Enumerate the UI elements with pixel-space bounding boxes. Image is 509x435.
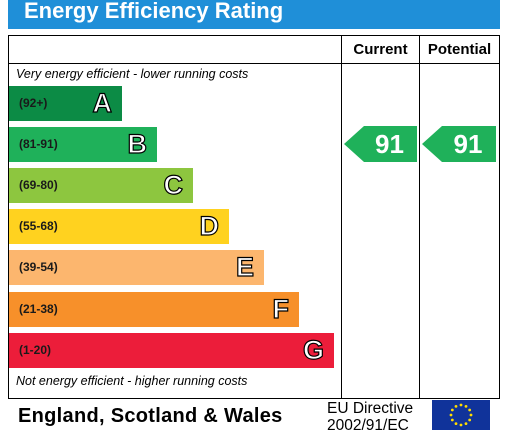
eu-star-icon xyxy=(464,404,468,408)
title-bar: Energy Efficiency Rating xyxy=(8,0,500,29)
rating-band-d: (55-68) D xyxy=(9,209,229,244)
eu-stars-icon xyxy=(449,403,473,427)
rating-table xyxy=(8,35,500,399)
header-divider xyxy=(8,63,500,64)
band-range-label: (1-20) xyxy=(19,343,52,357)
band-range-label: (21-38) xyxy=(19,302,58,316)
eu-star-icon xyxy=(468,418,472,422)
band-letter-label: E xyxy=(235,251,254,282)
directive-line1: EU Directive xyxy=(327,400,414,417)
rating-band-b: (81-91) B xyxy=(9,127,157,162)
current-column-header: Current xyxy=(353,41,408,58)
column-divider-potential xyxy=(419,35,420,399)
footer-country: England, Scotland & Wales xyxy=(18,405,283,427)
eu-star-icon xyxy=(454,422,458,426)
current-rating-value: 91 xyxy=(375,129,404,159)
rating-band-a: (92+) A xyxy=(9,86,122,121)
top-note: Very energy efficient - lower running co… xyxy=(16,67,249,81)
band-letter-label: A xyxy=(92,87,113,118)
footer-directive: EU Directive 2002/91/EC xyxy=(327,400,431,434)
column-divider-current xyxy=(341,35,342,399)
potential-rating-value: 91 xyxy=(453,129,483,159)
rating-band-c: (69-80) C xyxy=(9,168,193,203)
eu-star-icon xyxy=(468,408,472,412)
potential-column-header: Potential xyxy=(427,41,492,58)
rating-band-e: (39-54) E xyxy=(9,250,264,285)
eu-star-icon xyxy=(464,422,468,426)
band-letter-label: C xyxy=(163,169,184,200)
band-range-label: (69-80) xyxy=(19,178,58,192)
band-range-label: (55-68) xyxy=(19,219,58,233)
rating-band-f: (21-38) F xyxy=(9,292,299,327)
eu-star-icon xyxy=(469,413,473,417)
band-letter-label: D xyxy=(199,210,220,241)
eu-star-icon xyxy=(454,404,458,408)
chart-title: Energy Efficiency Rating xyxy=(24,0,284,23)
directive-line2: 2002/91/EC xyxy=(327,417,409,434)
band-letter-label: F xyxy=(272,293,290,324)
eu-star-icon xyxy=(450,408,454,412)
band-letter-label: G xyxy=(302,334,324,365)
eu-star-icon xyxy=(459,403,463,407)
band-range-label: (92+) xyxy=(19,96,48,110)
eu-star-icon xyxy=(449,413,453,417)
eu-star-icon xyxy=(459,423,463,427)
band-range-label: (39-54) xyxy=(19,260,58,274)
band-letter-label: B xyxy=(127,128,148,159)
bottom-note: Not energy efficient - higher running co… xyxy=(16,374,248,388)
eu-flag-icon xyxy=(432,400,490,430)
band-range-label: (81-91) xyxy=(19,137,58,151)
eu-star-icon xyxy=(450,418,454,422)
rating-band-g: (1-20) G xyxy=(9,333,334,368)
